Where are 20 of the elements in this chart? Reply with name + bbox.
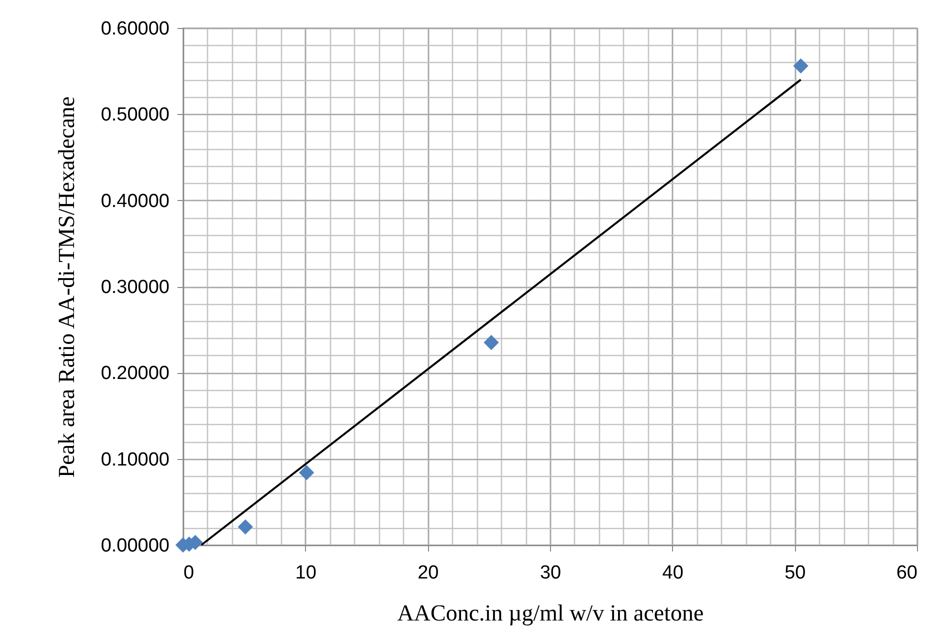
y-tick-label: 0.30000 (100, 277, 170, 298)
x-tick-label: 50 (784, 562, 806, 584)
point (793, 58, 808, 74)
point (298, 465, 314, 480)
x-tick-label: 40 (662, 562, 684, 584)
y-tick-label: 0.60000 (100, 18, 170, 40)
x-axis-title: AAConc.in µg/ml w/v in acetone (397, 600, 704, 626)
y-tick-label: 0.50000 (100, 104, 170, 126)
x-tick-label: 20 (418, 562, 439, 584)
x-tick-label: 60 (896, 562, 918, 584)
y-tick-label: 0.00000 (100, 536, 170, 556)
x-tick-label: 10 (295, 562, 316, 584)
point (484, 334, 499, 350)
y-tick-label: 0.40000 (100, 190, 170, 212)
x-tick-label: 30 (540, 562, 562, 584)
y-tick-label: 0.20000 (100, 363, 170, 384)
y-axis-title: Peak area Ratio AA-di-TMS/Hexadecane (54, 96, 79, 478)
x-tick-label: 0 (184, 562, 194, 584)
point (238, 519, 253, 534)
y-tick-label: 0.10000 (100, 449, 170, 470)
